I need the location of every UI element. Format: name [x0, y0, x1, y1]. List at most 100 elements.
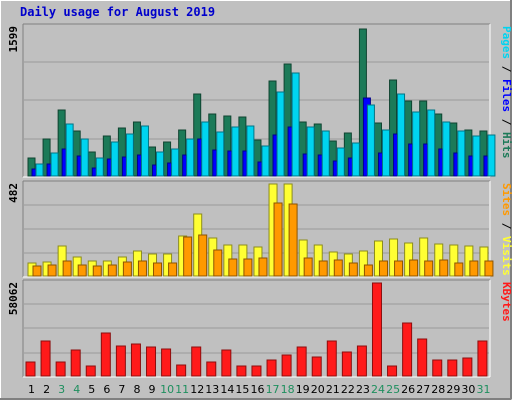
bar-pages-23: [366, 104, 375, 177]
bar-pages-16: [261, 145, 270, 177]
bar-sites-30: [469, 260, 479, 277]
bar-sites-4: [77, 264, 87, 277]
max-label-top: 1599: [7, 26, 20, 53]
bar-kbytes-20: [311, 356, 322, 377]
series-label-bottom: KBytes: [500, 282, 512, 322]
bar-sites-27: [424, 260, 434, 277]
bar-kbytes-14: [221, 349, 232, 377]
bar-kbytes-8: [130, 343, 141, 377]
x-tick-label: 31: [476, 383, 490, 396]
bar-pages-8: [140, 125, 149, 177]
bar-sites-15: [243, 258, 253, 277]
bar-pages-30: [472, 135, 481, 177]
bar-sites-11: [183, 236, 193, 277]
bar-sites-21: [333, 259, 343, 277]
x-tick-label: 21: [326, 383, 340, 396]
bar-kbytes-15: [236, 365, 247, 377]
bar-kbytes-28: [432, 359, 443, 377]
bar-pages-13: [216, 131, 225, 177]
bar-pages-20: [321, 130, 330, 177]
bar-kbytes-16: [251, 365, 262, 377]
bar-sites-1: [32, 265, 42, 277]
bar-sites-13: [213, 249, 223, 277]
panel-top: 1599 Pages / Files / Hits: [7, 23, 512, 178]
bar-sites-3: [62, 260, 72, 277]
bar-sites-8: [137, 260, 147, 277]
bar-kbytes-10: [161, 348, 172, 377]
bar-kbytes-19: [296, 346, 307, 377]
bar-kbytes-11: [176, 364, 187, 377]
bar-pages-6: [110, 141, 119, 177]
x-tick-label: 23: [356, 383, 370, 396]
max-label-bottom: 58062: [7, 282, 20, 315]
x-tick-label: 20: [311, 383, 325, 396]
x-tick-label: 1: [28, 383, 35, 396]
bar-kbytes-31: [477, 340, 488, 377]
series-label-part: KBytes: [500, 282, 512, 322]
bar-kbytes-17: [266, 359, 277, 377]
x-tick-label: 16: [251, 383, 265, 396]
x-tick-label: 11: [175, 383, 189, 396]
x-tick-label: 8: [133, 383, 140, 396]
bar-pages-9: [156, 151, 165, 177]
series-label-part: /: [500, 112, 512, 132]
bar-pages-10: [171, 148, 180, 177]
x-tick-label: 18: [281, 383, 295, 396]
bar-pages-7: [125, 133, 134, 177]
bar-kbytes-6: [100, 332, 111, 377]
bar-kbytes-5: [85, 365, 96, 377]
x-tick-label: 19: [296, 383, 310, 396]
x-tick-label: 30: [461, 383, 475, 396]
bar-sites-23: [363, 264, 373, 277]
bar-kbytes-23: [356, 345, 367, 377]
bar-kbytes-22: [341, 351, 352, 377]
panel-bottom: 58062 KBytes: [7, 279, 512, 378]
bar-pages-5: [95, 157, 104, 177]
bar-sites-25: [394, 260, 404, 277]
bar-kbytes-30: [462, 357, 473, 377]
bar-sites-2: [47, 264, 57, 277]
x-tick-label: 12: [190, 383, 204, 396]
bar-pages-19: [306, 126, 315, 177]
x-tick-label: 29: [446, 383, 460, 396]
bar-kbytes-3: [55, 361, 66, 377]
series-label-top: Pages / Files / Hits: [500, 26, 512, 159]
bar-sites-29: [454, 262, 464, 277]
x-tick-label: 7: [118, 383, 125, 396]
x-tick-label: 4: [73, 383, 80, 396]
x-tick-label: 26: [401, 383, 415, 396]
bar-sites-9: [153, 262, 163, 277]
bar-kbytes-27: [417, 338, 428, 377]
bar-pages-17: [276, 91, 285, 177]
bar-pages-4: [80, 138, 89, 177]
x-tick-label: 22: [341, 383, 355, 396]
bar-kbytes-18: [281, 354, 292, 377]
bar-sites-20: [318, 260, 328, 277]
bar-sites-28: [439, 259, 449, 277]
series-label-part: Files: [500, 79, 512, 112]
series-label-part: /: [500, 59, 512, 79]
bar-sites-31: [484, 260, 494, 277]
bar-kbytes-2: [40, 340, 51, 377]
bar-pages-2: [50, 152, 59, 177]
bar-sites-16: [258, 257, 268, 277]
bar-visits-25: [389, 238, 399, 277]
bar-pages-22: [351, 142, 360, 177]
x-tick-label: 17: [266, 383, 280, 396]
chart-title: Daily usage for August 2019: [20, 5, 215, 19]
x-tick-label: 15: [235, 383, 249, 396]
bar-visits-23: [358, 250, 368, 277]
max-label-middle: 482: [7, 183, 20, 203]
bar-kbytes-25: [387, 365, 398, 377]
bar-pages-1: [35, 163, 44, 177]
x-tick-label: 6: [103, 383, 110, 396]
x-tick-label: 27: [416, 383, 430, 396]
x-tick-label: 5: [88, 383, 95, 396]
bar-pages-18: [291, 72, 300, 177]
bar-kbytes-1: [25, 361, 36, 377]
bar-visits-29: [449, 244, 459, 277]
series-label-part: Pages: [500, 26, 512, 59]
bar-kbytes-13: [206, 361, 217, 377]
bar-pages-21: [336, 147, 345, 177]
